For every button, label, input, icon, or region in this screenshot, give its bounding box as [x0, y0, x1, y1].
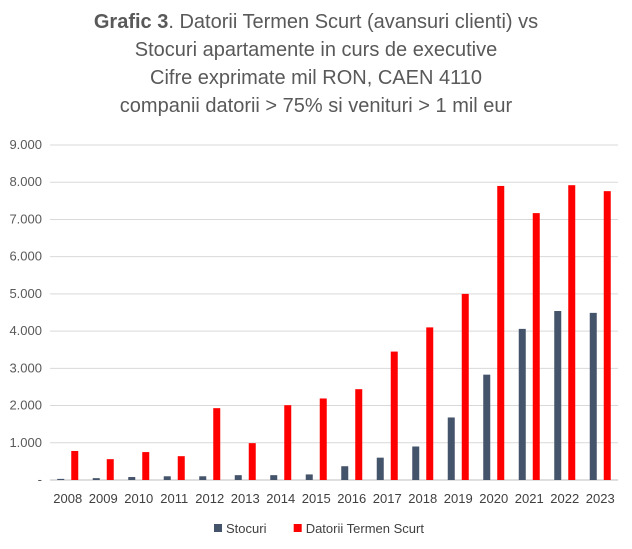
y-tick-label: 6.000	[9, 249, 42, 264]
bar-stocuri	[128, 477, 136, 480]
chart-title-rest: . Datorii Termen Scurt (avansuri clienti…	[168, 11, 539, 33]
y-tick-label: 8.000	[9, 174, 42, 189]
legend-swatch	[214, 524, 222, 532]
x-tick-label: 2021	[515, 491, 544, 506]
bar-stocuri	[412, 446, 420, 480]
bar-datorii-termen-scurt	[568, 185, 576, 480]
bar-datorii-termen-scurt	[497, 185, 505, 480]
y-tick-label: 5.000	[9, 286, 42, 301]
chart-subtitle-line-3: companii datorii > 75% si venituri > 1 m…	[119, 95, 513, 117]
bar-datorii-termen-scurt	[213, 408, 221, 480]
x-tick-label: 2009	[89, 491, 118, 506]
x-tick-label: 2010	[124, 491, 153, 506]
bar-stocuri	[376, 457, 384, 480]
x-tick-label: 2022	[550, 491, 579, 506]
chart-subtitle-line-1: Stocuri apartamente in curs de executive	[134, 39, 498, 61]
chart-title: Grafic 3. Datorii Termen Scurt (avansuri…	[0, 8, 632, 120]
y-tick-label: 7.000	[9, 211, 42, 226]
bar-datorii-termen-scurt	[461, 293, 469, 480]
x-tick-label: 2014	[266, 491, 295, 506]
chart-subtitle-line-2: Cifre exprimate mil RON, CAEN 4110	[150, 67, 482, 89]
bar-stocuri	[447, 417, 455, 480]
bar-stocuri	[234, 475, 242, 480]
legend: Stocuri Datorii Termen Scurt	[214, 521, 424, 536]
y-tick-label: 9.000	[9, 137, 42, 152]
x-tick-label: 2008	[53, 491, 82, 506]
x-tick-label: 2020	[479, 491, 508, 506]
bar-stocuri	[589, 312, 597, 480]
x-tick-label: 2019	[444, 491, 473, 506]
bar-datorii-termen-scurt	[355, 389, 363, 480]
bars	[57, 185, 611, 480]
y-tick-label: 1.000	[9, 435, 42, 450]
y-tick-label: 2.000	[9, 398, 42, 413]
legend-label: Datorii Termen Scurt	[306, 521, 425, 536]
bar-datorii-termen-scurt	[106, 459, 114, 480]
y-tick-label: 4.000	[9, 323, 42, 338]
bar-datorii-termen-scurt	[319, 398, 327, 480]
bar-stocuri	[57, 478, 65, 480]
x-tick-label: 2012	[195, 491, 224, 506]
x-tick-label: 2017	[373, 491, 402, 506]
bar-stocuri	[270, 475, 278, 480]
chart-title-line-1: Grafic 3. Datorii Termen Scurt (avansuri…	[0, 8, 632, 36]
bar-datorii-termen-scurt	[603, 191, 611, 480]
x-tick-label: 2015	[302, 491, 331, 506]
chart-title-bold: Grafic 3	[93, 11, 169, 33]
bar-stocuri	[518, 328, 526, 480]
bar-stocuri	[305, 474, 313, 480]
y-axis-ticks: - 1.000 2.000 3.000 4.000 5.000 6.000 7.000 8.00…	[9, 137, 42, 487]
bar-stocuri	[92, 478, 100, 480]
x-tick-label: 2018	[408, 491, 437, 506]
x-tick-label: 2023	[586, 491, 615, 506]
bar-datorii-termen-scurt	[142, 452, 150, 480]
bar-datorii-termen-scurt	[71, 450, 79, 480]
legend-swatch	[293, 524, 302, 532]
bar-datorii-termen-scurt	[532, 213, 540, 480]
bar-datorii-termen-scurt	[426, 327, 434, 480]
x-tick-label: 2011	[160, 491, 188, 506]
y-tick-label: 3.000	[9, 360, 42, 375]
bar-stocuri	[554, 311, 562, 480]
legend-label: Stocuri	[226, 521, 267, 536]
bar-datorii-termen-scurt	[284, 405, 292, 480]
y-tick-label: -	[38, 472, 42, 487]
x-axis-ticks: 2008 2009 2010 2011 2012 2013 2014 2015 2016 2017…	[53, 491, 614, 506]
bar-datorii-termen-scurt	[177, 456, 185, 480]
x-tick-label: 2013	[231, 491, 260, 506]
x-tick-label: 2016	[337, 491, 366, 506]
bar-stocuri	[483, 374, 491, 480]
bar-stocuri	[163, 476, 171, 480]
bar-stocuri	[199, 476, 207, 480]
bar-datorii-termen-scurt	[248, 443, 256, 480]
bar-datorii-termen-scurt	[390, 351, 398, 480]
bar-stocuri	[341, 466, 349, 480]
